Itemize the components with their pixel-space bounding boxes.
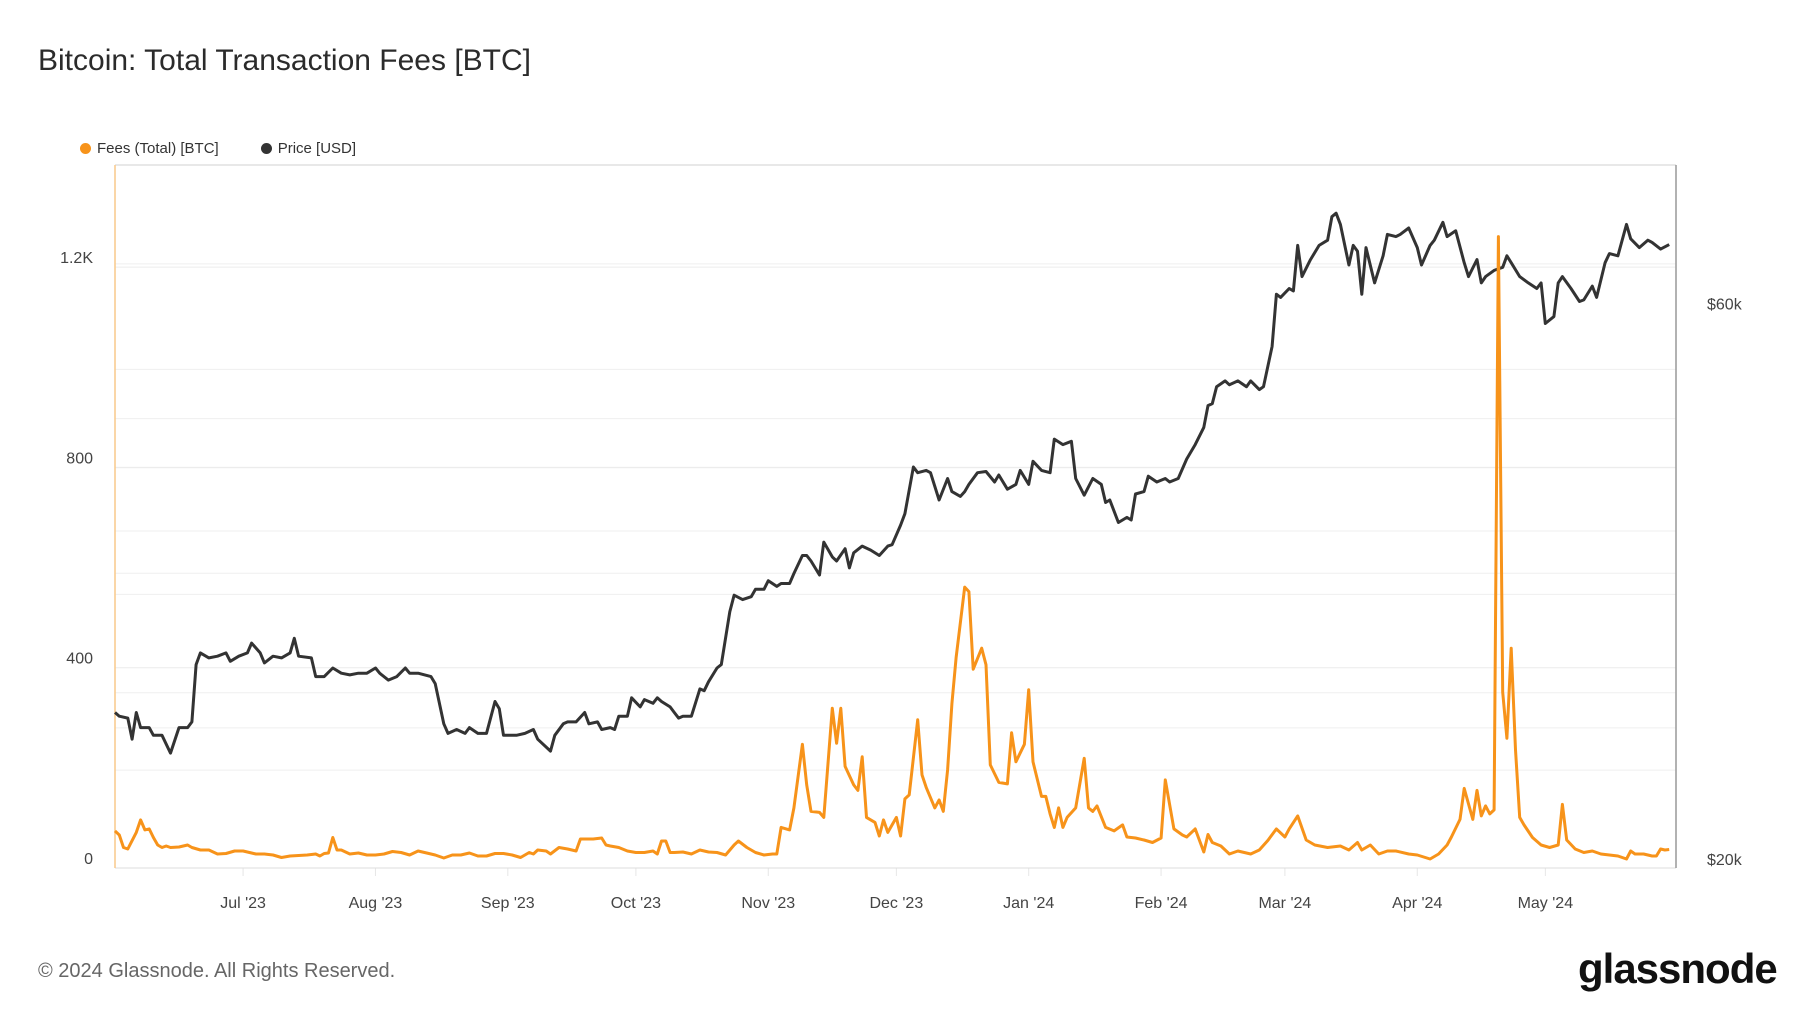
x-tick-label: May '24 — [1518, 895, 1574, 912]
legend-item-fees[interactable]: Fees (Total) [BTC] — [80, 140, 219, 157]
x-tick-label: Aug '23 — [349, 895, 403, 912]
price-dot-icon — [260, 143, 272, 154]
price-series-line — [114, 211, 1670, 755]
fees-dot-icon — [80, 143, 91, 154]
left-tick-label: 0 — [84, 851, 93, 868]
glassnode-logo[interactable]: glassnode — [1578, 945, 1778, 992]
x-tick-label: Mar '24 — [1258, 895, 1311, 912]
legend-label-price: Price [USD] — [277, 140, 357, 157]
left-tick-label: 800 — [66, 450, 93, 467]
left-tick-label: 1.2K — [60, 250, 93, 267]
x-tick-label: Feb '24 — [1135, 895, 1188, 912]
left-tick-label: 400 — [66, 651, 93, 668]
chart-title: Bitcoin: Total Transaction Fees [BTC] — [38, 44, 531, 77]
legend-item-price[interactable]: Price [USD] — [260, 140, 357, 157]
x-tick-label: Apr '24 — [1392, 895, 1442, 912]
legend-label-fees: Fees (Total) [BTC] — [97, 140, 219, 157]
right-tick-label: $60k — [1707, 296, 1743, 313]
right-tick-label: $20k — [1707, 852, 1743, 869]
legend: Fees (Total) [BTC] Price [USD] — [80, 140, 356, 157]
fees-series-line — [113, 235, 1670, 861]
x-tick-label: Jan '24 — [1003, 895, 1054, 912]
x-tick-label: Jul '23 — [220, 895, 266, 912]
x-tick-label: Oct '23 — [611, 895, 661, 912]
copyright-text: © 2024 Glassnode. All Rights Reserved. — [38, 960, 396, 982]
x-tick-label: Nov '23 — [741, 895, 795, 912]
x-tick-label: Sep '23 — [481, 895, 535, 912]
x-tick-label: Dec '23 — [869, 895, 923, 912]
